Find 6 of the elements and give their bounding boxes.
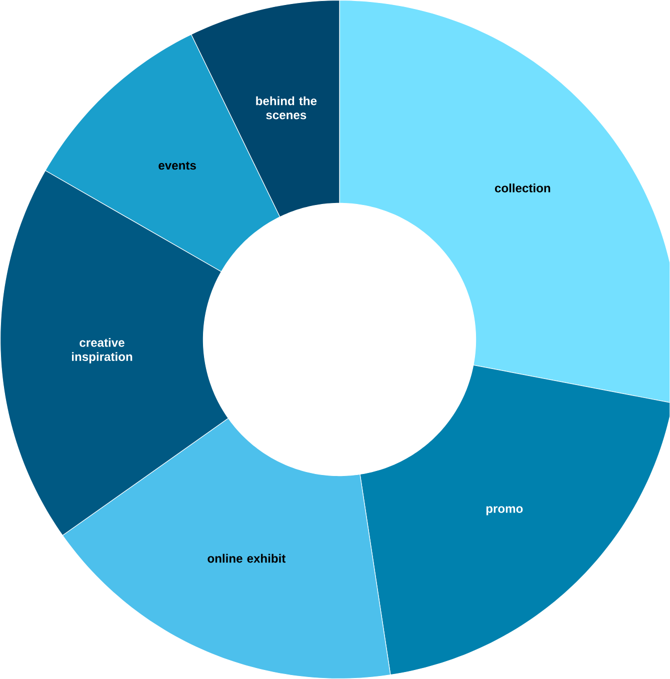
slice-label: behind the scenes bbox=[256, 96, 317, 120]
slice-label: creative inspiration bbox=[72, 338, 132, 364]
slice-label: promo bbox=[486, 506, 523, 516]
slice-label: collection bbox=[495, 184, 550, 192]
slice-label: events bbox=[158, 162, 196, 170]
slice-label: online exhibit bbox=[208, 554, 286, 563]
